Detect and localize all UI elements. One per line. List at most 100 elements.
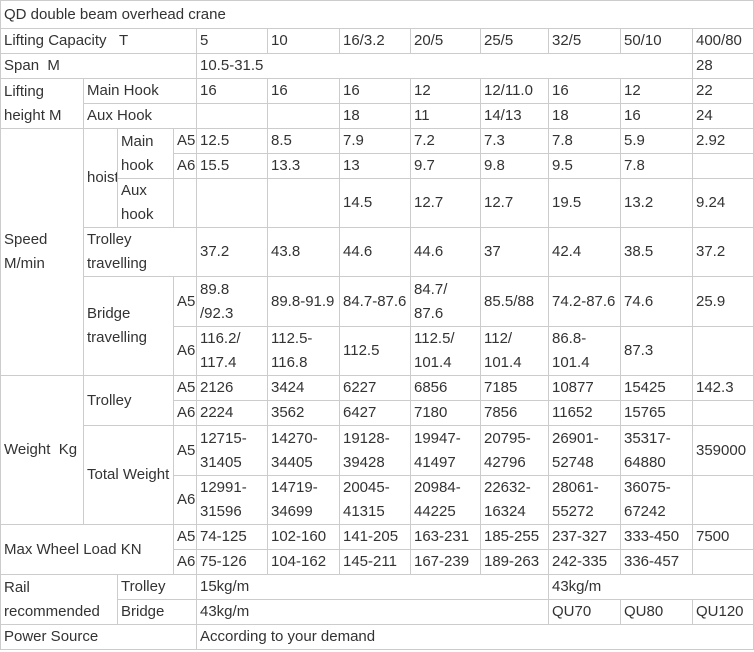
hoist-label: hoist — [83, 128, 118, 228]
table-cell: 237-327 — [548, 524, 621, 550]
rail-type-qu70: QU70 — [548, 599, 621, 625]
table-cell: 25.9 — [691, 276, 754, 327]
table-cell: 26901- 52748 — [548, 425, 621, 476]
table-cell: 16 — [267, 78, 340, 104]
table-cell: 7180 — [410, 400, 481, 426]
table-cell: 8.5 — [267, 128, 340, 154]
table-cell: 359000 — [691, 425, 754, 476]
table-cell: 116.2/ 117.4 — [196, 326, 268, 376]
table-cell: 7.9 — [339, 128, 411, 154]
table-cell: 11 — [410, 103, 481, 129]
table-cell: 5.9 — [620, 128, 693, 154]
table-cell: 7.8 — [620, 153, 693, 179]
table-cell: 10877 — [548, 375, 621, 401]
table-cell: 3562 — [267, 400, 340, 426]
rail-bridge-value-left: 43kg/m — [196, 599, 549, 625]
table-cell: 20984- 44225 — [410, 475, 481, 525]
table-cell: 145-211 — [339, 549, 411, 575]
table-cell: 25/5 — [480, 28, 549, 54]
table-cell: 6227 — [339, 375, 411, 401]
class-a5-label: A5 — [173, 276, 197, 327]
rail-trolley-label: Trolley — [117, 574, 197, 600]
table-cell — [691, 326, 754, 376]
table-cell: 9.7 — [410, 153, 481, 179]
class-a6-label: A6 — [173, 326, 197, 376]
table-cell: 15.5 — [196, 153, 268, 179]
table-cell: 20795- 42796 — [480, 425, 549, 476]
table-cell: 11652 — [548, 400, 621, 426]
table-cell: 37 — [480, 227, 549, 277]
table-cell: 84.7-87.6 — [339, 276, 411, 327]
table-title: QD double beam overhead crane — [0, 0, 754, 29]
span-value: 10.5-31.5 — [196, 53, 693, 79]
rail-type-qu120: QU120 — [691, 599, 754, 625]
table-cell: 141-205 — [339, 524, 411, 550]
table-cell: 32/5 — [548, 28, 621, 54]
rail-trolley-value-left: 15kg/m — [196, 574, 549, 600]
table-cell: 74.6 — [620, 276, 693, 327]
span-label: Span M — [0, 53, 197, 79]
power-source-label: Power Source — [0, 624, 197, 650]
table-cell: 20/5 — [410, 28, 481, 54]
lifting-capacity-label: Lifting Capacity T — [0, 28, 197, 54]
lifting-height-label: Lifting height M — [0, 78, 84, 129]
table-cell: 74.2-87.6 — [548, 276, 621, 327]
table-cell: 112.5/ 101.4 — [410, 326, 481, 376]
table-cell: 35317- 64880 — [620, 425, 693, 476]
weight-label: Weight Kg — [0, 375, 84, 525]
table-cell: 24 — [691, 103, 754, 129]
table-cell: 13 — [339, 153, 411, 179]
table-cell: 9.5 — [548, 153, 621, 179]
table-cell: 7185 — [480, 375, 549, 401]
table-cell: 336-457 — [620, 549, 693, 575]
class-a6-label: A6 — [173, 400, 197, 426]
span-last-value: 28 — [691, 53, 754, 79]
table-cell: 87.3 — [620, 326, 693, 376]
table-cell: 400/80 — [691, 28, 754, 54]
table-cell — [267, 103, 340, 129]
table-cell: 13.2 — [620, 178, 693, 228]
table-cell: 5 — [196, 28, 268, 54]
table-cell — [196, 103, 268, 129]
table-cell: 22632- 16324 — [480, 475, 549, 525]
table-cell: 36075- 67242 — [620, 475, 693, 525]
rail-type-qu80: QU80 — [620, 599, 693, 625]
table-cell: 12 — [410, 78, 481, 104]
table-cell: 112.5 — [339, 326, 411, 376]
table-cell: 12.5 — [196, 128, 268, 154]
table-cell: 19128- 39428 — [339, 425, 411, 476]
table-cell: 142.3 — [691, 375, 754, 401]
table-cell: 189-263 — [480, 549, 549, 575]
class-a6-label: A6 — [173, 475, 197, 525]
table-cell — [691, 549, 754, 575]
table-cell: 37.2 — [691, 227, 754, 277]
table-cell: 16 — [620, 103, 693, 129]
table-cell: 44.6 — [339, 227, 411, 277]
table-cell: 84.7/ 87.6 — [410, 276, 481, 327]
table-cell: 3424 — [267, 375, 340, 401]
table-cell: 38.5 — [620, 227, 693, 277]
speed-label: Speed M/min — [0, 128, 84, 376]
table-cell: 7.8 — [548, 128, 621, 154]
table-cell: 12.7 — [410, 178, 481, 228]
table-cell: 75-126 — [196, 549, 268, 575]
trolley-travelling-label: Trolley travelling — [83, 227, 197, 277]
table-cell — [173, 178, 197, 228]
table-cell: 16 — [196, 78, 268, 104]
table-cell: 112.5- 116.8 — [267, 326, 340, 376]
table-cell: 333-450 — [620, 524, 693, 550]
table-cell: 2.92 — [691, 128, 754, 154]
table-cell: 9.24 — [691, 178, 754, 228]
table-cell: 89.8-91.9 — [267, 276, 340, 327]
table-cell: 14/13 — [480, 103, 549, 129]
class-a5-label: A5 — [173, 128, 197, 154]
table-cell: 12.7 — [480, 178, 549, 228]
bridge-travelling-label: Bridge travelling — [83, 276, 174, 376]
rail-bridge-label: Bridge — [117, 599, 197, 625]
table-cell: 16/3.2 — [339, 28, 411, 54]
table-cell: 43.8 — [267, 227, 340, 277]
class-a5-label: A5 — [173, 425, 197, 476]
table-cell: 18 — [339, 103, 411, 129]
table-cell: 18 — [548, 103, 621, 129]
